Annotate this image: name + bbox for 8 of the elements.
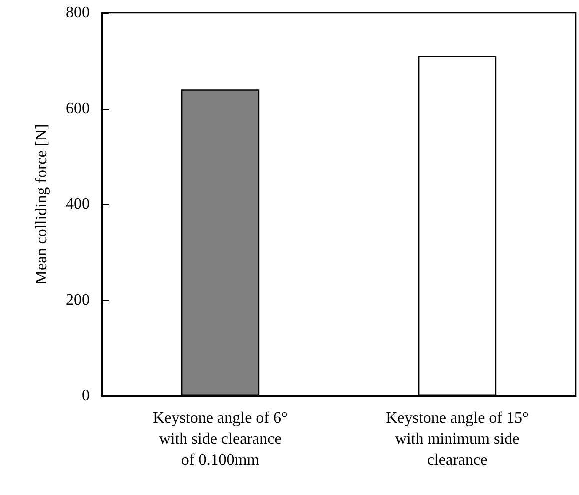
y-tick-label: 400 bbox=[66, 196, 90, 213]
x-tick-label: Keystone angle of 15° with minimum side clearance bbox=[386, 410, 529, 469]
y-tick-label: 0 bbox=[82, 388, 90, 404]
y-tick-label: 800 bbox=[66, 4, 90, 22]
y-axis-title: Mean colliding force [N] bbox=[34, 124, 50, 285]
y-tick-label: 600 bbox=[66, 100, 90, 118]
y-tick-label: 200 bbox=[66, 292, 90, 309]
x-tick-label: Keystone angle of 6° with side clearance of 0.100mm bbox=[153, 410, 288, 469]
